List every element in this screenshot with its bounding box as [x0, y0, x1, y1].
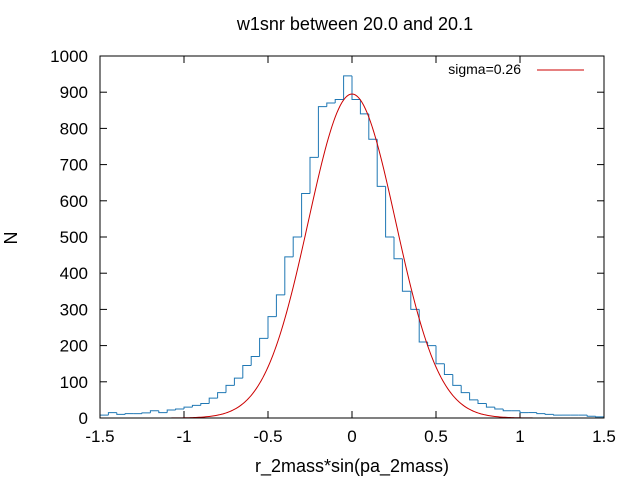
histogram-bin	[191, 404, 201, 408]
histogram-bin	[502, 408, 512, 412]
y-tick-label: 200	[60, 337, 88, 356]
histogram-bin	[267, 316, 277, 339]
x-tick-label: 1.5	[592, 427, 616, 446]
histogram-bin	[107, 412, 117, 416]
histogram-bin	[183, 406, 193, 409]
x-tick-label: -1.5	[85, 427, 114, 446]
histogram-bin	[595, 416, 604, 418]
histogram-bin	[275, 294, 285, 317]
histogram-bin	[536, 412, 546, 415]
y-axis-label: N	[1, 232, 21, 245]
plot-frame	[99, 55, 605, 419]
axis-ticks	[99, 55, 605, 419]
y-tick-label: 1000	[50, 47, 88, 66]
x-tick-label: -0.5	[253, 427, 282, 446]
histogram-bin	[485, 403, 495, 408]
histogram-bin	[225, 384, 235, 393]
histogram-bin	[292, 236, 302, 257]
histogram-bin	[309, 156, 319, 194]
y-tick-label: 600	[60, 192, 88, 211]
histogram-bin	[259, 337, 268, 357]
histogram-bin	[435, 345, 445, 365]
x-axis-label: r_2mass*sin(pa_2mass)	[255, 456, 449, 477]
histogram-bin	[452, 374, 462, 386]
histogram-bin	[208, 397, 218, 404]
histogram-bin	[284, 256, 294, 295]
histogram-bin	[385, 186, 394, 238]
histogram-bin	[343, 75, 352, 100]
histogram-bin	[233, 377, 243, 386]
x-tick-label: -1	[176, 427, 191, 446]
histogram-bin	[401, 258, 411, 292]
histogram-bin	[544, 413, 554, 415]
histogram-bin	[586, 415, 596, 417]
histogram-bin	[359, 99, 369, 115]
histogram-bin	[376, 139, 386, 187]
histogram-bin	[149, 410, 159, 413]
x-tick-label: 0.5	[424, 427, 448, 446]
y-tick-label: 0	[79, 409, 88, 428]
histogram-bin	[494, 407, 504, 410]
x-tick-label: 0	[347, 427, 356, 446]
histogram-bin	[427, 341, 436, 347]
y-tick-label: 100	[60, 373, 88, 392]
histogram-bin	[242, 365, 252, 379]
histogram-bin	[553, 414, 562, 416]
histogram-bin	[317, 106, 327, 158]
histogram-bin	[469, 392, 478, 401]
histogram-bin	[217, 392, 226, 399]
histogram-bin	[175, 408, 184, 411]
histogram-bin	[141, 412, 151, 414]
histogram-bin	[116, 412, 126, 415]
histogram-bin	[301, 193, 310, 237]
histogram-bin	[519, 410, 529, 414]
chart-title: w1snr between 20.0 and 20.1	[236, 14, 473, 34]
y-tick-label: 500	[60, 228, 88, 247]
y-tick-label: 800	[60, 119, 88, 138]
x-tick-label: 1	[515, 427, 524, 446]
histogram-bin	[166, 409, 176, 413]
histogram-bin	[418, 309, 428, 343]
tick-labels: -1.5 -1 -0.5 0 0.5 1 1.5 0 100 200 300 400 500 600 700…	[50, 47, 616, 446]
histogram-bin	[460, 385, 470, 394]
histogram-bin	[158, 410, 168, 414]
plot-marks	[100, 75, 604, 419]
legend: sigma=0.26	[448, 61, 584, 77]
histogram-bin	[393, 237, 403, 260]
histogram-bin	[443, 363, 453, 376]
histogram-bin	[124, 413, 134, 415]
y-tick-label: 400	[60, 264, 88, 283]
histogram-bin	[368, 113, 378, 140]
gaussian-fit-line	[100, 93, 604, 419]
histogram-bin	[250, 355, 260, 366]
histogram-bin	[334, 98, 344, 104]
histogram-bin	[351, 75, 361, 100]
histogram-bin	[326, 102, 336, 107]
y-tick-label: 300	[60, 300, 88, 319]
histogram-bin	[477, 399, 487, 405]
y-tick-label: 900	[60, 83, 88, 102]
y-tick-label: 700	[60, 156, 88, 175]
histogram-bin	[200, 403, 210, 406]
legend-label-fit: sigma=0.26	[448, 61, 521, 77]
